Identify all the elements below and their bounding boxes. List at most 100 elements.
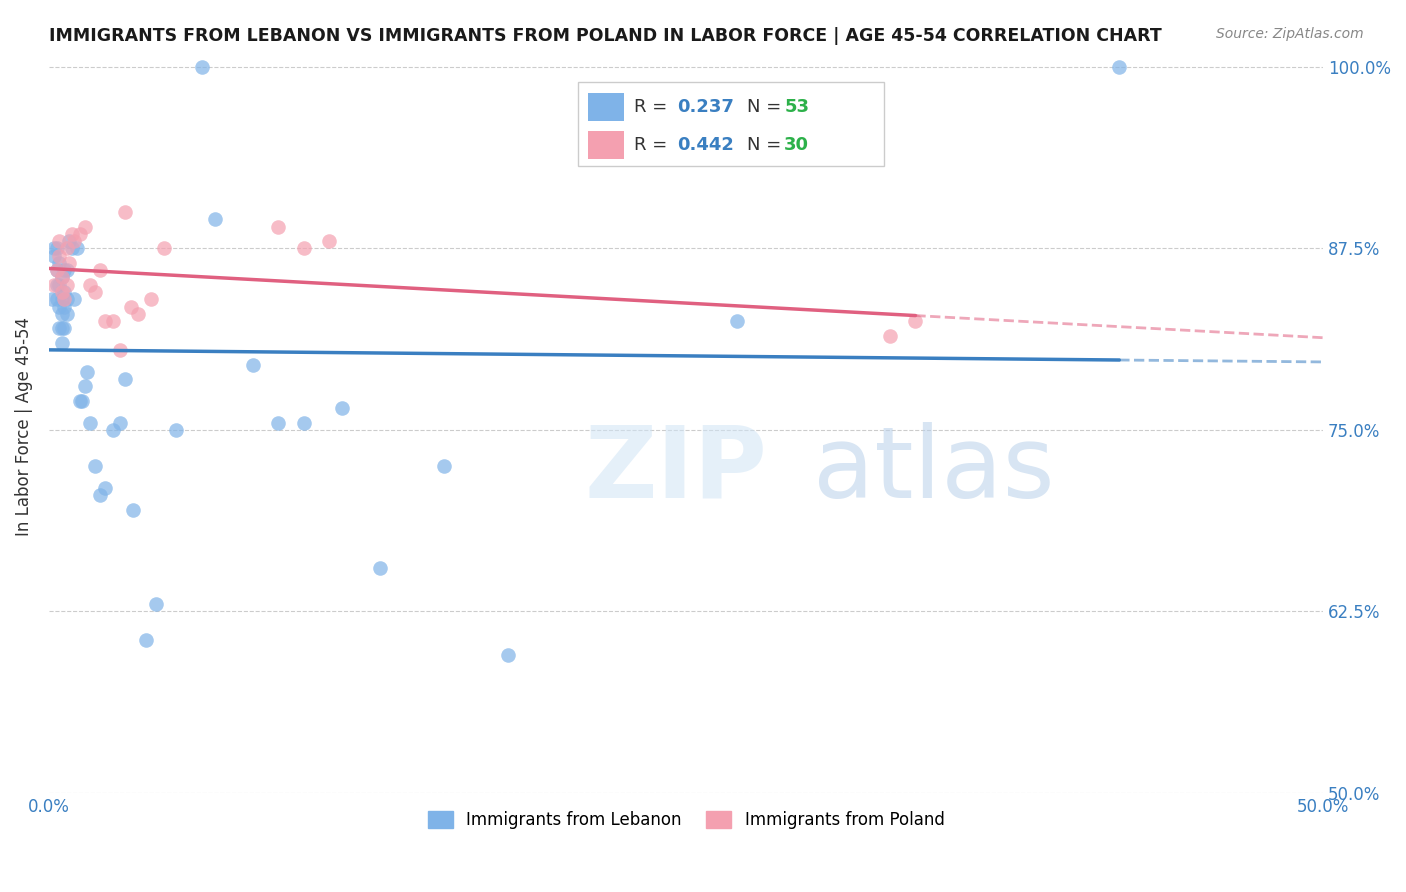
Text: 0.237: 0.237 bbox=[678, 98, 734, 116]
Point bbox=[73, 379, 96, 393]
Point bbox=[51, 270, 73, 285]
Point bbox=[70, 393, 93, 408]
Point bbox=[69, 227, 91, 241]
Point bbox=[127, 307, 149, 321]
Text: atlas: atlas bbox=[814, 422, 1054, 519]
Point bbox=[318, 234, 340, 248]
Point bbox=[94, 314, 117, 328]
Text: R =: R = bbox=[634, 98, 673, 116]
Text: 53: 53 bbox=[785, 98, 810, 116]
Point bbox=[83, 285, 105, 299]
Point bbox=[292, 416, 315, 430]
Point bbox=[73, 219, 96, 234]
Point bbox=[45, 263, 67, 277]
Point bbox=[60, 227, 83, 241]
FancyBboxPatch shape bbox=[578, 82, 883, 166]
Point bbox=[53, 321, 76, 335]
Point bbox=[110, 416, 132, 430]
Point bbox=[45, 277, 67, 292]
Point bbox=[45, 292, 67, 306]
Point bbox=[101, 314, 124, 328]
Point bbox=[292, 242, 315, 256]
Point bbox=[101, 423, 124, 437]
Point bbox=[76, 365, 98, 379]
Point bbox=[51, 307, 73, 321]
Point bbox=[135, 633, 157, 648]
Point bbox=[725, 314, 748, 328]
Point bbox=[48, 321, 70, 335]
Point bbox=[53, 292, 76, 306]
Point bbox=[165, 423, 187, 437]
Text: IMMIGRANTS FROM LEBANON VS IMMIGRANTS FROM POLAND IN LABOR FORCE | AGE 45-54 COR: IMMIGRANTS FROM LEBANON VS IMMIGRANTS FR… bbox=[49, 27, 1161, 45]
Point bbox=[120, 300, 142, 314]
Text: 0.442: 0.442 bbox=[678, 136, 734, 154]
Point bbox=[242, 358, 264, 372]
Point bbox=[60, 242, 83, 256]
Point bbox=[63, 292, 86, 306]
Point bbox=[45, 263, 67, 277]
Point bbox=[51, 270, 73, 285]
Point bbox=[433, 459, 456, 474]
Point bbox=[56, 263, 79, 277]
Point bbox=[152, 242, 174, 256]
Point bbox=[89, 263, 111, 277]
Point bbox=[56, 277, 79, 292]
Point bbox=[879, 328, 901, 343]
Point bbox=[51, 292, 73, 306]
Point bbox=[41, 292, 63, 306]
Point bbox=[51, 285, 73, 299]
Point bbox=[58, 256, 80, 270]
Point bbox=[51, 321, 73, 335]
Point bbox=[48, 249, 70, 263]
Point bbox=[56, 242, 79, 256]
Point bbox=[42, 277, 65, 292]
Point bbox=[94, 481, 117, 495]
FancyBboxPatch shape bbox=[588, 131, 624, 159]
Point bbox=[1108, 60, 1130, 74]
Point bbox=[48, 277, 70, 292]
Point bbox=[904, 314, 927, 328]
Text: Source: ZipAtlas.com: Source: ZipAtlas.com bbox=[1216, 27, 1364, 41]
Point bbox=[114, 372, 136, 386]
Point bbox=[191, 60, 214, 74]
Text: R =: R = bbox=[634, 136, 673, 154]
Legend: Immigrants from Lebanon, Immigrants from Poland: Immigrants from Lebanon, Immigrants from… bbox=[420, 804, 952, 836]
Point bbox=[45, 242, 67, 256]
Point bbox=[496, 648, 519, 662]
Point bbox=[267, 219, 290, 234]
Point bbox=[110, 343, 132, 357]
Point bbox=[63, 234, 86, 248]
Point bbox=[48, 256, 70, 270]
Y-axis label: In Labor Force | Age 45-54: In Labor Force | Age 45-54 bbox=[15, 317, 32, 536]
Point bbox=[48, 234, 70, 248]
Point bbox=[42, 242, 65, 256]
Point bbox=[83, 459, 105, 474]
Point bbox=[53, 300, 76, 314]
Point bbox=[79, 277, 101, 292]
Point bbox=[56, 307, 79, 321]
Point bbox=[330, 401, 353, 415]
Point bbox=[267, 416, 290, 430]
FancyBboxPatch shape bbox=[588, 93, 624, 121]
Text: N =: N = bbox=[747, 98, 787, 116]
Point bbox=[368, 560, 391, 574]
Text: ZIP: ZIP bbox=[583, 422, 768, 519]
Point bbox=[139, 292, 162, 306]
Point bbox=[204, 212, 226, 227]
Text: 30: 30 bbox=[785, 136, 810, 154]
Point bbox=[69, 393, 91, 408]
Point bbox=[53, 263, 76, 277]
Point bbox=[53, 285, 76, 299]
Text: N =: N = bbox=[747, 136, 787, 154]
Point bbox=[114, 205, 136, 219]
Point bbox=[56, 292, 79, 306]
Point bbox=[145, 597, 167, 611]
Point bbox=[42, 249, 65, 263]
Point bbox=[79, 416, 101, 430]
Point bbox=[58, 234, 80, 248]
Point bbox=[122, 502, 145, 516]
Point bbox=[51, 335, 73, 350]
Point bbox=[89, 488, 111, 502]
Point bbox=[48, 300, 70, 314]
Point bbox=[66, 242, 89, 256]
